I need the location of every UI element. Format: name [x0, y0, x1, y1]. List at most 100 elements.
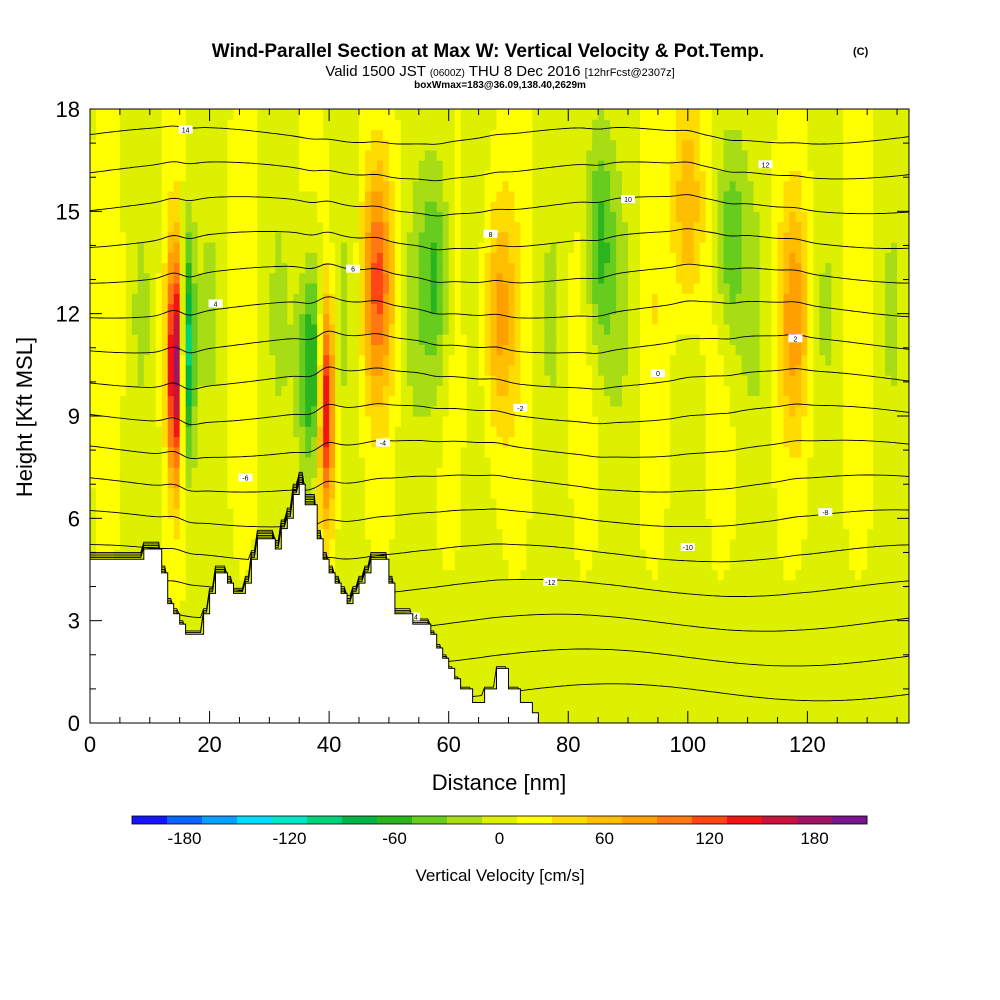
field-cell — [460, 375, 468, 386]
field-cell — [508, 385, 516, 397]
field-cell — [155, 160, 163, 171]
field-cell — [185, 416, 193, 427]
field-cell — [418, 497, 426, 509]
field-cell — [574, 231, 581, 243]
field-cell — [406, 242, 414, 253]
field-cell — [311, 201, 318, 212]
field-cell — [353, 416, 360, 427]
field-cell — [281, 119, 288, 131]
field-cell — [412, 477, 420, 489]
field-cell — [478, 109, 486, 120]
field-cell — [394, 242, 402, 253]
field-cell — [556, 456, 563, 468]
field-cell — [209, 231, 217, 243]
field-cell — [484, 354, 492, 366]
field-cell — [448, 630, 456, 642]
field-cell — [442, 109, 450, 120]
field-cell — [281, 231, 288, 243]
field-cell — [179, 354, 187, 366]
field-cell — [442, 641, 450, 652]
field-cell — [568, 456, 575, 468]
field-cell — [251, 303, 258, 315]
field-cell — [418, 375, 426, 386]
field-cell — [197, 487, 205, 499]
field-cell — [466, 671, 474, 683]
field-cell — [143, 385, 151, 397]
field-cell — [317, 467, 324, 478]
field-cell — [514, 641, 522, 652]
field-cell — [347, 579, 354, 591]
field-cell — [442, 160, 450, 171]
field-cell — [359, 139, 366, 151]
field-cell — [526, 426, 533, 438]
field-cell — [568, 620, 575, 632]
field-cell — [430, 180, 438, 192]
field-cell — [526, 671, 533, 683]
field-cell — [508, 436, 516, 448]
field-cell — [137, 272, 145, 284]
field-cell — [424, 190, 432, 202]
field-cell — [586, 661, 593, 673]
field-cell — [466, 201, 474, 212]
field-cell — [520, 272, 527, 284]
field-cell — [257, 293, 264, 305]
field-cell — [424, 364, 432, 376]
field-cell — [125, 354, 133, 366]
field-cell — [496, 630, 504, 642]
subtitle-fcst: [12hrFcst@2307z] — [585, 67, 675, 79]
field-cell — [323, 313, 330, 325]
field-cell — [532, 692, 539, 704]
field-cell — [347, 170, 354, 182]
field-cell — [376, 242, 384, 253]
field-cell — [394, 139, 402, 151]
field-cell — [107, 190, 115, 202]
field-cell — [299, 160, 306, 171]
field-cell — [239, 416, 247, 427]
field-cell — [329, 109, 336, 120]
field-cell — [101, 211, 109, 223]
field-cell — [412, 385, 420, 397]
field-cell — [466, 416, 474, 427]
field-cell — [520, 344, 527, 356]
field-cell — [137, 538, 145, 550]
field-cell — [101, 119, 109, 131]
field-cell — [299, 180, 306, 192]
field-cell — [436, 180, 444, 192]
field-cell — [580, 651, 587, 663]
field-cell — [335, 180, 342, 192]
field-cell — [185, 129, 193, 141]
field-cell — [484, 139, 492, 151]
field-cell — [269, 487, 276, 499]
field-cell — [287, 313, 294, 325]
field-cell — [448, 303, 456, 315]
field-cell — [209, 109, 217, 120]
field-cell — [502, 641, 510, 652]
field-cell — [353, 211, 360, 223]
field-cell — [430, 385, 438, 397]
field-cell — [466, 262, 474, 274]
field-cell — [359, 518, 366, 530]
field-cell — [95, 436, 103, 448]
field-cell — [412, 201, 420, 212]
field-cell — [436, 262, 444, 274]
field-cell — [197, 231, 205, 243]
field-cell — [335, 334, 342, 345]
field-cell — [90, 508, 97, 519]
field-cell — [556, 538, 563, 550]
field-cell — [209, 190, 217, 202]
field-cell — [353, 446, 360, 458]
field-cell — [496, 477, 504, 489]
field-cell — [359, 211, 366, 223]
field-cell — [179, 375, 187, 386]
field-cell — [281, 477, 288, 489]
field-cell — [550, 262, 557, 274]
field-cell — [95, 497, 103, 509]
field-cell — [526, 538, 533, 550]
field-cell — [418, 344, 426, 356]
field-cell — [305, 416, 312, 427]
field-cell — [263, 252, 270, 264]
field-cell — [245, 497, 253, 509]
field-cell — [155, 221, 163, 233]
field-cell — [101, 416, 109, 427]
field-cell — [574, 190, 581, 202]
